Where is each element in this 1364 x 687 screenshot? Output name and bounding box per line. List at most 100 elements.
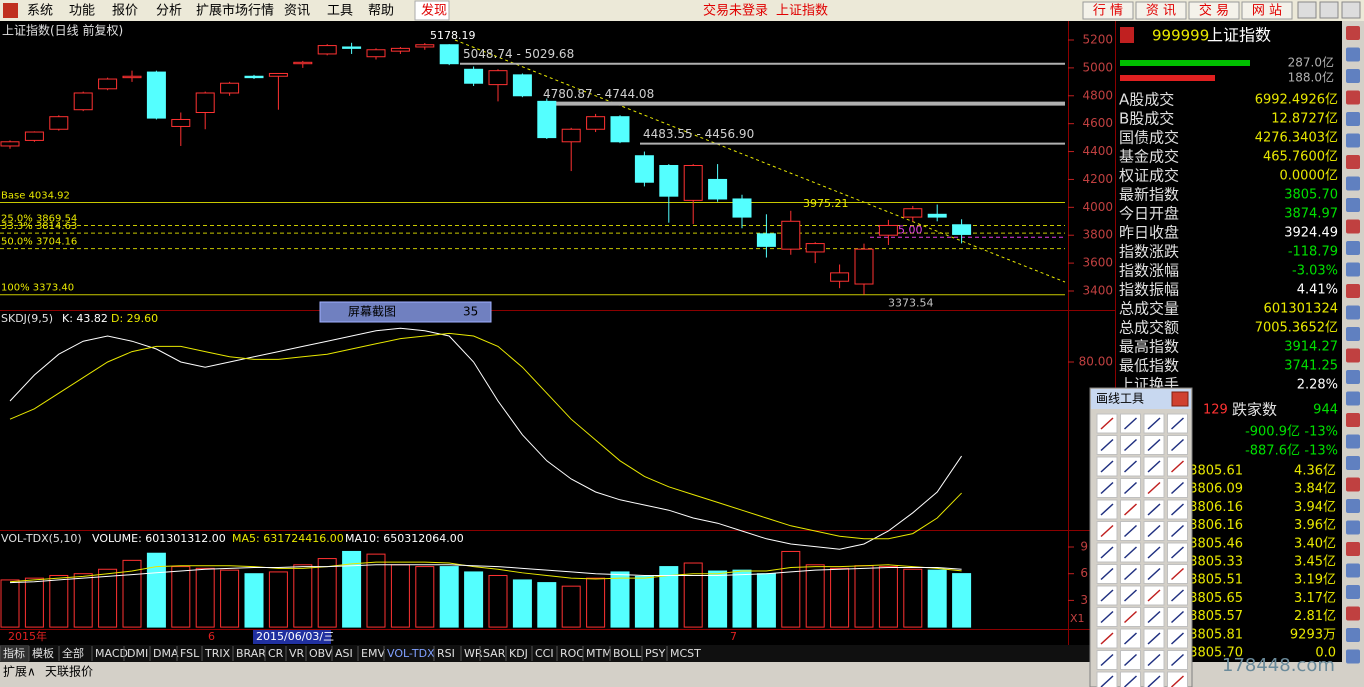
menu-item[interactable]: 工具 [327, 4, 353, 19]
stat-label: A股成交 [1119, 91, 1174, 109]
menu-item[interactable]: 帮助 [368, 4, 394, 19]
toolbar-icon[interactable] [1346, 241, 1360, 255]
stat-value: 6992.4926亿 [1255, 93, 1338, 108]
bottom-item[interactable]: 扩展∧ [3, 665, 36, 679]
screenshot-box[interactable] [319, 301, 492, 323]
candle-body [342, 46, 362, 49]
volume-bar [464, 571, 484, 628]
toolbar-icon[interactable] [1346, 327, 1360, 341]
toolbar-icon[interactable] [1346, 112, 1360, 126]
window-control[interactable] [1297, 1, 1317, 19]
toolbar-icon[interactable] [1346, 305, 1360, 320]
bottom-item[interactable]: 天联报价 [45, 664, 93, 679]
toolbar-icon[interactable] [1346, 284, 1360, 298]
tab[interactable]: WR [464, 647, 483, 660]
candle-body [146, 71, 166, 119]
candle-body [732, 198, 752, 218]
tab[interactable]: DMI [127, 647, 148, 660]
menu-item[interactable]: 系统 [27, 4, 53, 19]
menu-item[interactable]: 发现 [421, 3, 447, 19]
screenshot-count[interactable]: 35 [463, 305, 478, 319]
menu-button-label[interactable]: 行 情 [1093, 4, 1123, 19]
toolbar-icon[interactable] [1346, 434, 1360, 449]
menu-item[interactable]: 扩展市场行情 [196, 3, 274, 19]
toolbar-icon[interactable] [1346, 133, 1360, 148]
candle-body [537, 100, 557, 139]
toolbar-icon[interactable] [1346, 262, 1360, 277]
menu-item[interactable]: 功能 [69, 4, 95, 19]
tab[interactable]: FSL [180, 647, 200, 660]
fib-label: Base 4034.92 [1, 190, 70, 201]
candle-body [195, 92, 215, 114]
tab[interactable]: KDJ [509, 647, 528, 660]
tab[interactable]: SAR [483, 647, 506, 660]
toolbox-close[interactable] [1171, 391, 1189, 407]
tab[interactable]: ASI [335, 647, 353, 660]
toolbar-icon[interactable] [1346, 219, 1360, 234]
menu-button[interactable] [1188, 1, 1240, 20]
menu-button-label[interactable]: 网 站 [1252, 4, 1282, 19]
toolbar-icon[interactable] [1346, 520, 1360, 535]
toolbar-icon[interactable] [1346, 413, 1360, 427]
toolbar-icon[interactable] [1346, 155, 1360, 169]
tool-button[interactable] [1167, 671, 1188, 687]
toolbar-icon[interactable] [1346, 606, 1360, 621]
tab[interactable]: MTM [586, 647, 612, 660]
menu-button[interactable] [1241, 1, 1293, 20]
tab[interactable]: MACD [95, 647, 128, 660]
toolbar-icon[interactable] [1346, 370, 1360, 384]
menu-item[interactable]: 资讯 [284, 4, 310, 19]
tool-glyph [1147, 460, 1161, 473]
tool-button[interactable] [1143, 671, 1165, 687]
toolbar-icon[interactable] [1346, 649, 1360, 664]
stat-label: 最新指数 [1119, 186, 1179, 204]
toolbar-icon[interactable] [1346, 47, 1360, 62]
tab[interactable]: 全部 [62, 646, 84, 660]
tool-button[interactable] [1120, 671, 1141, 687]
screenshot-label[interactable]: 屏幕截图 [348, 305, 396, 319]
tab[interactable]: DMA [153, 647, 179, 660]
tab[interactable]: RSI [437, 647, 455, 660]
tab[interactable]: BOLL [613, 647, 642, 660]
flow-pct: -13% [1304, 425, 1338, 440]
tab[interactable]: PSY [645, 647, 666, 660]
tab[interactable]: 指标 [3, 646, 25, 660]
tab[interactable]: BRAR [236, 647, 266, 660]
toolbar-icon[interactable] [1346, 391, 1360, 406]
tool-glyph [1147, 610, 1161, 624]
toolbar-icon[interactable] [1346, 628, 1360, 642]
tab[interactable]: 模板 [32, 646, 54, 660]
menu-button-label[interactable]: 交 易 [1199, 3, 1229, 19]
tab[interactable]: MCST [670, 647, 701, 660]
tab[interactable]: ROC [560, 647, 584, 660]
toolbar-icon[interactable] [1346, 90, 1360, 105]
tab[interactable]: VR [289, 647, 305, 660]
trade-status[interactable]: 交易未登录 [703, 3, 768, 19]
menu-button[interactable] [1135, 1, 1187, 20]
toolbar-icon[interactable] [1346, 26, 1360, 40]
toolbar-icon[interactable] [1346, 176, 1360, 191]
toolbar-icon[interactable] [1346, 456, 1360, 470]
menu-button[interactable] [1082, 1, 1134, 20]
toolbar-icon[interactable] [1346, 198, 1360, 212]
toolbar-icon[interactable] [1346, 499, 1360, 513]
tab[interactable]: CCI [535, 647, 554, 660]
tab[interactable]: TRIX [204, 647, 231, 660]
tool-button[interactable] [1096, 671, 1118, 687]
tab[interactable]: EMV [361, 647, 385, 660]
volume-bar [952, 573, 972, 628]
toolbar-icon[interactable] [1346, 542, 1360, 556]
menu-button-label[interactable]: 资 讯 [1146, 4, 1176, 19]
tab[interactable]: CR [268, 647, 284, 660]
toolbar-icon[interactable] [1346, 563, 1360, 578]
window-control[interactable] [1341, 1, 1361, 19]
toolbar-icon[interactable] [1346, 69, 1360, 83]
menu-item[interactable]: 报价 [112, 4, 138, 19]
tab[interactable]: VOL-TDX [387, 647, 435, 660]
menu-item[interactable]: 分析 [156, 4, 182, 19]
window-control[interactable] [1319, 1, 1339, 19]
tab[interactable]: OBV [309, 647, 333, 660]
toolbar-icon[interactable] [1346, 585, 1360, 599]
toolbar-icon[interactable] [1346, 348, 1360, 363]
toolbar-icon[interactable] [1346, 477, 1360, 492]
